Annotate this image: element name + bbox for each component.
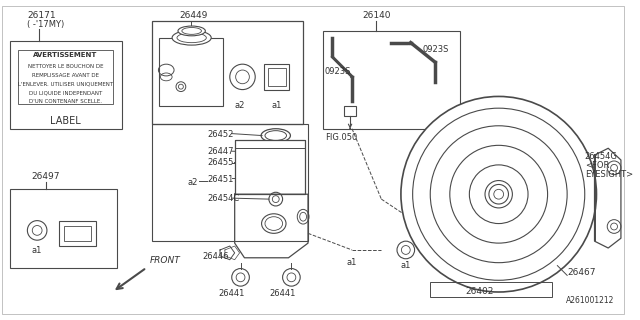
Text: a2: a2	[187, 178, 198, 187]
Bar	[235, 140, 305, 194]
Text: A261001212: A261001212	[566, 296, 614, 305]
Text: a1: a1	[347, 258, 357, 267]
Text: 26451: 26451	[207, 175, 234, 184]
Bar	[59, 220, 96, 246]
Bar	[63, 226, 91, 241]
Text: a2: a2	[234, 101, 244, 110]
Bar	[18, 51, 113, 104]
Text: 26454G: 26454G	[585, 152, 618, 161]
Text: D'UN CONTENANF SCELLE.: D'UN CONTENANF SCELLE.	[29, 100, 102, 104]
Text: NETTOYER LE BOUCHON DE: NETTOYER LE BOUCHON DE	[28, 64, 103, 69]
Bar	[430, 282, 552, 297]
Bar	[268, 68, 285, 86]
Text: a1: a1	[401, 261, 411, 270]
Text: 26449: 26449	[179, 12, 207, 20]
Text: 26171: 26171	[28, 12, 56, 20]
Text: 26447: 26447	[207, 147, 234, 156]
Text: LABEL: LABEL	[50, 116, 81, 126]
Text: 26140: 26140	[362, 12, 390, 20]
Circle shape	[489, 184, 508, 204]
Text: 26454C: 26454C	[207, 194, 239, 203]
Text: 26467: 26467	[567, 268, 596, 276]
Bar	[344, 106, 356, 116]
Text: 26441: 26441	[269, 289, 296, 298]
Bar	[264, 64, 289, 90]
Text: FIG.050: FIG.050	[324, 132, 357, 142]
Text: a1: a1	[32, 246, 42, 255]
Text: DU LIQUIDE INDEPENDANT: DU LIQUIDE INDEPENDANT	[29, 91, 102, 96]
Bar	[10, 189, 117, 268]
Bar	[323, 31, 460, 129]
Text: FRONT: FRONT	[150, 256, 180, 265]
Bar	[235, 140, 305, 148]
Text: 0923S: 0923S	[324, 67, 351, 76]
Bar	[152, 21, 303, 124]
Text: L'ENLEVER. UTILISER UNIQUEMENT: L'ENLEVER. UTILISER UNIQUEMENT	[18, 82, 113, 87]
Ellipse shape	[261, 129, 291, 142]
Text: AVERTISSEMENT: AVERTISSEMENT	[33, 52, 98, 59]
Circle shape	[401, 96, 596, 292]
Text: EYESIGHT>: EYESIGHT>	[585, 170, 633, 179]
Text: ( -'17MY): ( -'17MY)	[28, 20, 65, 29]
Ellipse shape	[177, 33, 206, 43]
Text: 26402: 26402	[465, 287, 493, 296]
Text: REMPLISSAGE AVANT DE: REMPLISSAGE AVANT DE	[32, 73, 99, 78]
Ellipse shape	[172, 30, 211, 45]
Text: a1: a1	[271, 101, 282, 110]
Text: 26446: 26446	[202, 252, 229, 261]
Text: 26452: 26452	[207, 130, 234, 139]
Ellipse shape	[178, 26, 205, 36]
Bar	[159, 38, 223, 106]
Text: <FOR: <FOR	[585, 161, 609, 170]
Text: 26455: 26455	[207, 158, 234, 167]
Bar	[152, 124, 308, 241]
Text: 0923S: 0923S	[422, 44, 449, 54]
Text: 26441: 26441	[218, 289, 245, 298]
Text: 26497: 26497	[32, 172, 60, 181]
Bar	[10, 41, 122, 129]
